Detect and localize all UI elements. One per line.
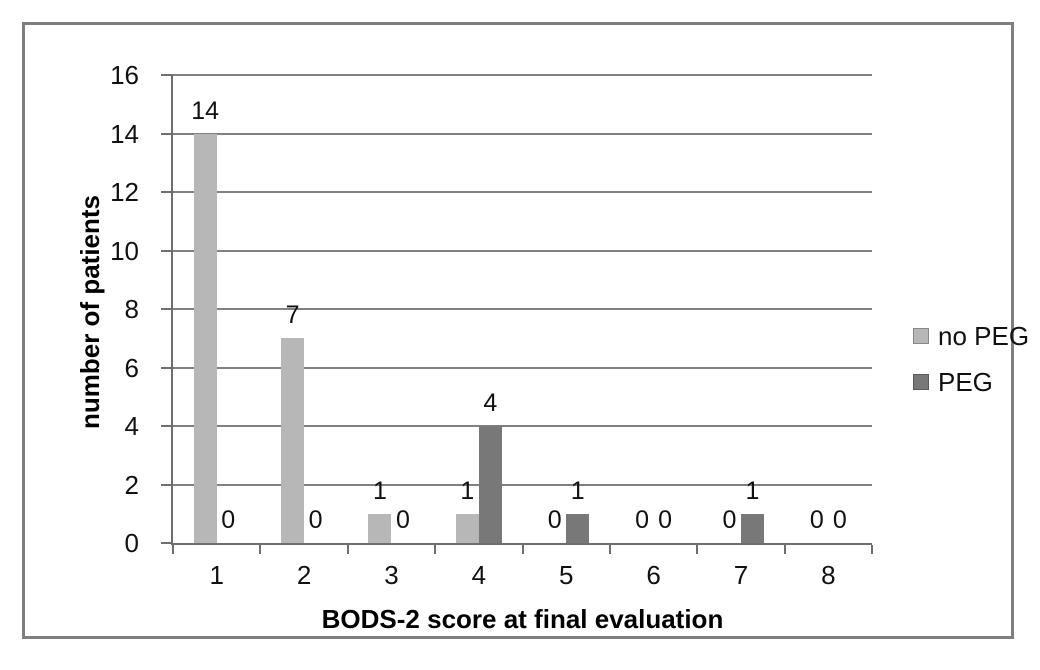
bar-value-label: 0 xyxy=(395,506,410,534)
figure-border: number of patients 14 7 1 1 0 0 0 0 0 0 0 4 1 0 1 0 BOD… xyxy=(22,22,1029,639)
y-axis-tick xyxy=(161,483,173,486)
bar-value-label: 0 xyxy=(832,506,847,534)
x-axis-tick xyxy=(259,545,262,554)
bar-no-peg xyxy=(281,338,305,543)
x-tick-label: 2 xyxy=(296,560,312,590)
gridline xyxy=(173,191,872,193)
gridline xyxy=(173,74,872,76)
x-axis-tick xyxy=(521,545,524,554)
legend-swatch-peg-icon xyxy=(913,374,929,390)
y-tick-label: 10 xyxy=(110,235,139,266)
y-tick-label: 12 xyxy=(110,177,139,207)
bar-value-label: 0 xyxy=(635,506,650,534)
gridline xyxy=(173,249,872,252)
legend-label-no-peg: no PEG xyxy=(938,321,1030,351)
y-axis-tick xyxy=(161,74,173,76)
gridline xyxy=(173,425,872,427)
bar-value-label: 1 xyxy=(372,476,387,505)
y-axis-line xyxy=(171,75,173,545)
y-axis-tick xyxy=(161,542,173,544)
bar-value-label: 1 xyxy=(570,476,585,505)
y-axis-tick xyxy=(161,191,173,193)
x-axis-tick xyxy=(783,545,786,554)
bar-value-label: 0 xyxy=(722,506,737,534)
gridline xyxy=(173,366,872,369)
bar-value-label: 0 xyxy=(221,506,236,534)
x-tick-label: 1 xyxy=(209,560,224,590)
bar-value-label: 0 xyxy=(809,506,824,534)
y-axis-tick xyxy=(161,425,173,427)
y-axis-tick xyxy=(161,132,173,135)
x-tick-label: 7 xyxy=(733,560,749,590)
bar-value-label: 0 xyxy=(658,506,673,534)
x-tick-label: 8 xyxy=(821,560,836,590)
bar-no-peg xyxy=(455,513,479,543)
bar-value-label: 14 xyxy=(191,96,220,125)
gridline xyxy=(173,308,872,310)
legend: no PEG PEG xyxy=(913,321,1029,413)
legend-item-no-peg: no PEG xyxy=(913,321,1029,351)
x-tick-label: 4 xyxy=(471,560,487,590)
x-axis-tick xyxy=(434,545,437,554)
bar-value-label: 0 xyxy=(547,506,562,534)
gridline xyxy=(173,132,872,135)
x-axis-title: BODS-2 score at final evaluation xyxy=(321,604,724,634)
bar-value-label: 7 xyxy=(285,301,300,330)
bar-no-peg xyxy=(368,513,392,543)
y-tick-label: 6 xyxy=(124,352,139,383)
x-axis-tick xyxy=(608,545,611,554)
y-tick-label: 0 xyxy=(124,528,139,558)
bar-value-label: 1 xyxy=(460,476,475,505)
bar-value-label: 4 xyxy=(483,389,498,417)
legend-swatch-no-peg-icon xyxy=(913,328,929,344)
x-tick-label: 3 xyxy=(384,560,399,590)
y-tick-label: 2 xyxy=(124,469,139,500)
y-axis-tick xyxy=(161,308,173,310)
y-tick-label: 8 xyxy=(124,294,139,324)
x-axis-tick xyxy=(172,545,174,554)
y-tick-label: 4 xyxy=(124,411,139,441)
plot-area: 14 7 1 1 0 0 0 0 0 0 0 4 1 0 1 0 xyxy=(161,74,873,554)
x-axis-tick xyxy=(871,545,873,554)
y-tick-label: 16 xyxy=(110,60,139,90)
x-tick-label: 6 xyxy=(646,560,661,590)
y-axis-tick xyxy=(161,366,173,369)
y-axis-tick xyxy=(161,249,173,252)
bar-value-label: 1 xyxy=(745,476,760,505)
bar-peg xyxy=(740,513,764,543)
bar-no-peg xyxy=(193,133,217,543)
x-axis-tick xyxy=(346,545,349,554)
x-tick-label: 5 xyxy=(558,560,574,590)
gridline xyxy=(173,483,872,486)
bar-peg xyxy=(478,426,502,543)
x-axis-line xyxy=(171,543,872,545)
legend-label-peg: PEG xyxy=(938,367,993,397)
y-tick-label: 14 xyxy=(110,118,139,149)
x-axis-tick xyxy=(696,545,699,554)
bar-peg xyxy=(566,513,590,543)
bar-value-label: 0 xyxy=(308,506,323,534)
legend-item-peg: PEG xyxy=(913,367,1029,397)
